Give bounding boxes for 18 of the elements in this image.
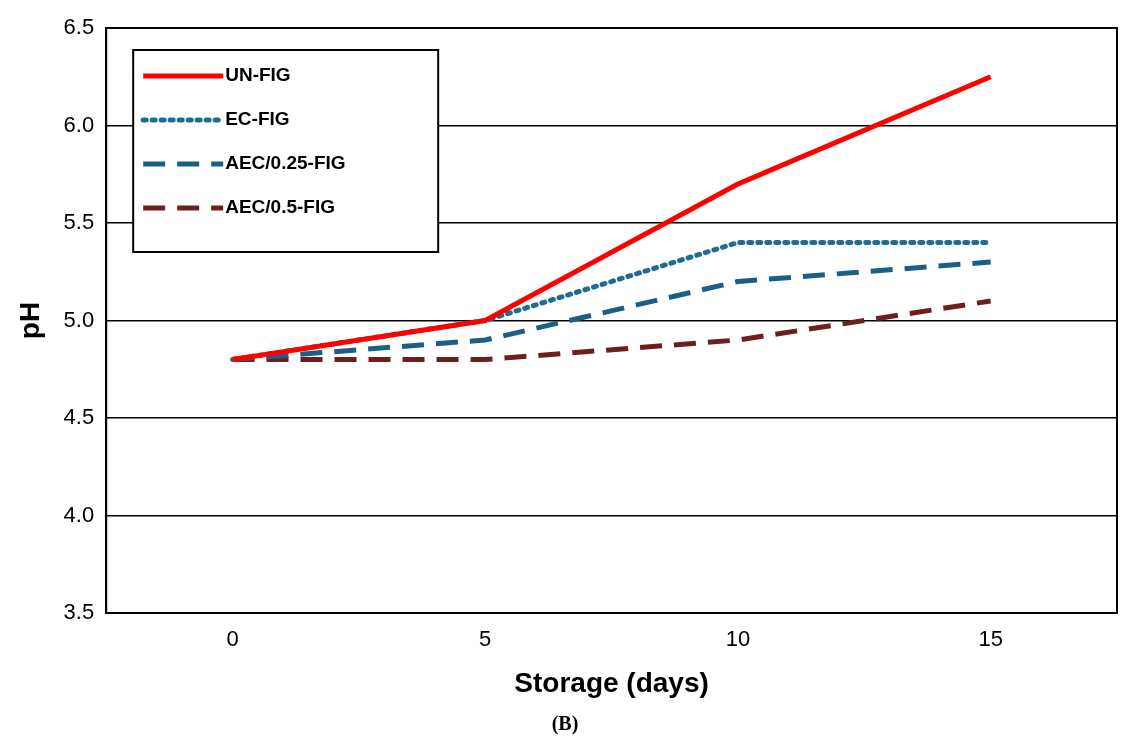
x-tick-label: 0 <box>226 626 239 652</box>
y-tick-label: 6.0 <box>63 111 95 137</box>
y-tick-label: 4.0 <box>63 501 95 527</box>
x-tick-label: 15 <box>978 626 1003 652</box>
text: (B) <box>551 712 579 736</box>
y-tick-label: 6.5 <box>63 14 95 40</box>
y-axis-title: pH <box>13 301 45 340</box>
legend-label: UN-FIG <box>225 64 291 86</box>
legend-label: EC-FIG <box>225 108 290 130</box>
y-tick-label: 3.5 <box>63 599 95 625</box>
y-tick-label: 4.5 <box>63 404 95 430</box>
legend-label: AEC/0.5-FIG <box>225 196 335 218</box>
legend-label: AEC/0.25-FIG <box>225 152 346 174</box>
x-tick-label: 5 <box>479 626 492 652</box>
x-axis-title: Storage (days) <box>514 666 709 698</box>
y-tick-label: 5.5 <box>63 209 95 235</box>
x-tick-label: 10 <box>725 626 751 652</box>
y-tick-label: 5.0 <box>63 306 95 332</box>
